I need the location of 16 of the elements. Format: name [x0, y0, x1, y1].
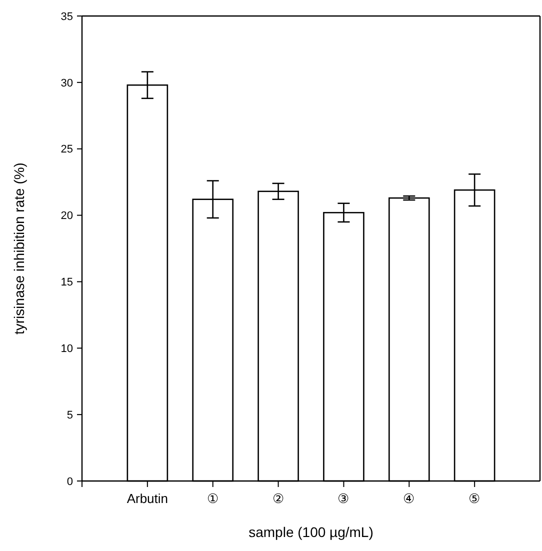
x-tick-label: ②	[272, 491, 284, 506]
x-tick-label: ⑤	[468, 491, 481, 506]
y-tick-label: 10	[60, 342, 73, 355]
x-tick-label: ③	[338, 491, 350, 506]
y-tick-label: 0	[66, 476, 73, 488]
y-tick-label: 5	[66, 409, 73, 422]
y-tick-label: 30	[60, 77, 73, 90]
y-axis-title: tyrisinase inhibition rate (%)	[11, 162, 27, 334]
y-tick-label: 35	[60, 10, 73, 23]
y-tick-label: 15	[60, 276, 73, 289]
y-tick-label: 20	[60, 210, 73, 222]
x-axis-title: sample (100 µg/mL)	[248, 524, 374, 540]
x-tick-label: ④	[403, 491, 416, 506]
y-tick-label: 25	[60, 144, 73, 156]
x-tick-label: ①	[206, 491, 219, 506]
x-tick-label: Arbutin	[126, 491, 168, 506]
